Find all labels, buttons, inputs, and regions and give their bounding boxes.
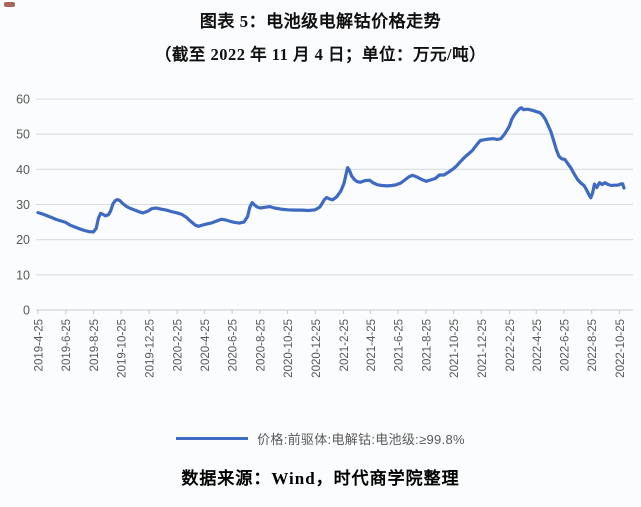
x-tick-label: 2022-2-25: [505, 319, 517, 371]
price-series-line: [36, 106, 626, 234]
y-tick-label: 50: [16, 128, 30, 142]
x-tick-label: 2019-8-25: [89, 319, 101, 371]
x-tick-label: 2019-10-25: [117, 319, 129, 378]
corner-red-mark: [4, 2, 15, 7]
x-tick-label: 2020-12-25: [311, 319, 323, 378]
x-tick-label: 2021-8-25: [421, 319, 433, 371]
x-tick-label: 2020-8-25: [255, 319, 267, 371]
x-tick-label: 2021-12-25: [477, 319, 489, 378]
x-tick-label: 2022-10-25: [615, 319, 627, 378]
x-tick-label: 2020-10-25: [283, 319, 295, 378]
x-tick-label: 2021-6-25: [394, 319, 406, 371]
x-tick-label: 2021-2-25: [339, 319, 351, 371]
y-tick-label: 60: [16, 93, 30, 107]
cobalt-price-line-chart: 0 10 20 30 40 50 60 2019-4-25 2019-6-25 2019-8-25…: [16, 93, 633, 378]
x-tick-label: 2022-8-25: [587, 319, 599, 371]
x-tick-label: 2019-6-25: [61, 319, 73, 371]
legend-line-marker: [176, 437, 249, 440]
x-tick-label: 2019-4-25: [34, 319, 46, 371]
x-tick-label: 2021-10-25: [449, 319, 461, 378]
y-tick-label: 30: [16, 198, 30, 212]
y-tick-label: 0: [23, 304, 30, 318]
x-tick-label: 2020-4-25: [200, 319, 212, 371]
y-tick-label: 40: [16, 163, 30, 177]
legend-series-label: 价格:前驱体:电解钴:电池级:≥99.8%: [257, 432, 465, 447]
x-tick-label: 2021-4-25: [366, 319, 378, 371]
y-tick-label: 20: [16, 233, 30, 247]
data-source-note: 数据来源：Wind，时代商学院整理: [181, 469, 460, 488]
chart-legend: 价格:前驱体:电解钴:电池级:≥99.8%: [0, 429, 641, 448]
x-tick-label: 2020-6-25: [228, 319, 240, 371]
chart-title: 图表 5：电池级电解钴价格走势: [199, 12, 442, 31]
y-tick-label: 10: [16, 268, 30, 282]
chart-subtitle: （截至 2022 年 11 月 4 日；单位：万元/吨）: [154, 45, 487, 64]
x-tick-label: 2019-12-25: [144, 319, 156, 378]
x-tick-label: 2022-4-25: [532, 319, 544, 371]
x-tick-label: 2020-2-25: [173, 319, 185, 371]
x-tick-label: 2022-6-25: [559, 319, 571, 371]
